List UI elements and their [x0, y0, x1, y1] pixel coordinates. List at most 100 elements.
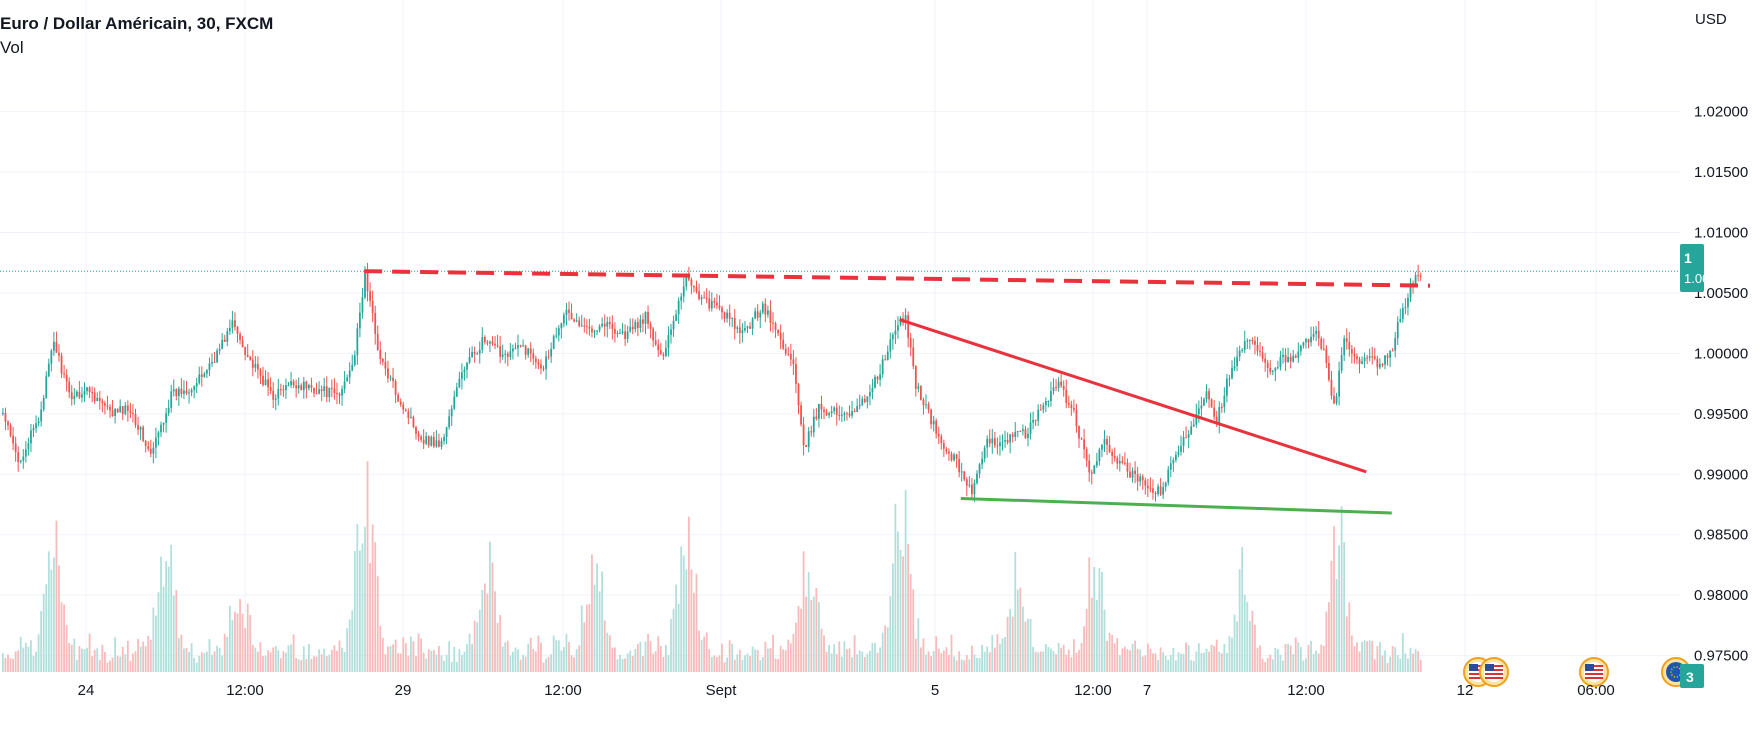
volume-bar [718, 655, 721, 672]
candle-body [195, 383, 198, 387]
trend-drawings[interactable] [364, 269, 1431, 515]
volume-bar [1187, 645, 1190, 672]
chart-grid [0, 0, 1680, 672]
candle-body [540, 364, 542, 369]
candle-body [234, 320, 236, 328]
volume-bar [927, 651, 930, 672]
volume-bar [1042, 651, 1045, 672]
volume-bar [519, 659, 522, 672]
volume-bar [830, 653, 833, 672]
candle-body [379, 350, 382, 359]
candle-body [942, 442, 945, 449]
volume-bar [902, 556, 904, 672]
time-tick-label: 12:00 [226, 682, 264, 699]
candle-body [422, 439, 425, 444]
volume-bar [1287, 643, 1289, 672]
volume-bar [351, 610, 354, 672]
candle-body [937, 433, 940, 437]
time-tick-label: Sept [706, 682, 738, 699]
volume-bar [234, 611, 236, 672]
candle-body [494, 343, 496, 346]
volume-bar [879, 647, 881, 672]
volume-bar [955, 660, 958, 672]
candle-body [1039, 409, 1042, 411]
volume-bar [463, 651, 466, 672]
candle-body [917, 386, 920, 389]
volume-bar [1073, 639, 1075, 672]
candle-body [1213, 407, 1216, 417]
candle-body [489, 341, 491, 344]
volume-bar [1050, 648, 1052, 672]
candle-body [1062, 385, 1065, 390]
symbol-title[interactable]: Euro / Dollar Américain, 30, FXCM [0, 14, 274, 33]
time-axis[interactable]: 24 12:00 29 12:00 Sept 5 12:00 7 12:00 12 06:00 [78, 682, 1615, 699]
volume-bar [894, 503, 897, 672]
candle-body [478, 349, 481, 354]
candle-body [764, 303, 767, 315]
candle-body [1065, 389, 1068, 403]
candle-body [1368, 356, 1371, 358]
candle-body [155, 437, 157, 448]
candle-body [218, 349, 221, 351]
volume-bar [767, 648, 769, 672]
candle-body [614, 328, 616, 334]
volume-bar [155, 615, 157, 672]
us-flag-icon [1579, 657, 1609, 687]
candle-body [710, 301, 713, 309]
candle-body [810, 431, 813, 433]
candle-body [555, 335, 558, 337]
volume-bar [455, 662, 458, 672]
volume-bar [1169, 654, 1172, 672]
candle-body [1144, 480, 1147, 486]
candle-body [30, 430, 32, 444]
candle-body [1381, 363, 1384, 365]
candle-body [733, 318, 736, 329]
volume-bar [1024, 621, 1027, 672]
candle-body [104, 403, 106, 406]
candle-body [973, 482, 976, 495]
volume-bar [338, 640, 341, 672]
candle-body [545, 356, 547, 369]
candle-body [891, 334, 894, 340]
volume-bar [690, 569, 693, 672]
volume-bar [1136, 648, 1139, 672]
volume-bar [925, 654, 927, 672]
volume-bar [703, 636, 706, 672]
volume-bar [1256, 647, 1259, 672]
volume-bar [1029, 618, 1032, 672]
volume-bar [736, 654, 739, 672]
volume-bar [1236, 621, 1238, 672]
candle-body [866, 396, 869, 403]
volume-bar [1348, 602, 1351, 672]
candle-body [425, 436, 428, 444]
volume-bar [374, 542, 377, 672]
candle-body [1060, 381, 1063, 386]
candle-body [1419, 275, 1422, 277]
candle-body [129, 410, 132, 414]
volume-bar [820, 628, 823, 672]
price-axis[interactable]: USD 1.02000 1.01500 1.01000 1.00500 1.00000 0… [1694, 11, 1748, 665]
volume-bar [644, 641, 647, 672]
volume-bar [1006, 616, 1009, 672]
candle-body [945, 448, 948, 452]
volume-bar [1146, 643, 1149, 672]
candle-body [1088, 460, 1091, 473]
volume-bar [907, 543, 910, 672]
volume-bar [1141, 656, 1144, 672]
volume-legend-label[interactable]: Vol [0, 38, 24, 57]
volume-bar [1037, 652, 1040, 672]
candle-body [14, 443, 17, 453]
volume-bar [126, 640, 129, 672]
candle-body [698, 291, 700, 300]
candle-body [1358, 359, 1361, 364]
volume-bar [106, 662, 109, 672]
candle-body [601, 323, 604, 327]
candle-body [881, 359, 884, 375]
volume-bar [818, 602, 820, 672]
candle-body [932, 420, 935, 425]
candle-body [1047, 401, 1050, 403]
volume-bar [585, 604, 588, 672]
volume-bar [1246, 601, 1249, 672]
candle-body [1391, 350, 1394, 352]
